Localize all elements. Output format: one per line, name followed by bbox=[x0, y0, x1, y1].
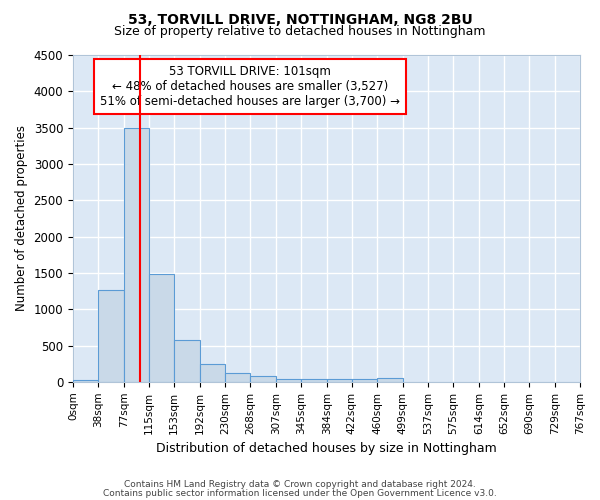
Y-axis label: Number of detached properties: Number of detached properties bbox=[15, 126, 28, 312]
Bar bbox=[301, 380, 327, 382]
Bar bbox=[250, 376, 276, 382]
Bar bbox=[377, 378, 403, 382]
Bar bbox=[73, 380, 98, 382]
Text: Contains public sector information licensed under the Open Government Licence v3: Contains public sector information licen… bbox=[103, 489, 497, 498]
Bar bbox=[276, 379, 301, 382]
Text: 53, TORVILL DRIVE, NOTTINGHAM, NG8 2BU: 53, TORVILL DRIVE, NOTTINGHAM, NG8 2BU bbox=[128, 12, 472, 26]
Bar bbox=[225, 373, 250, 382]
Bar bbox=[124, 128, 149, 382]
Bar bbox=[327, 380, 352, 382]
Bar bbox=[149, 274, 174, 382]
Text: Contains HM Land Registry data © Crown copyright and database right 2024.: Contains HM Land Registry data © Crown c… bbox=[124, 480, 476, 489]
Bar bbox=[174, 340, 200, 382]
Bar bbox=[98, 290, 124, 382]
Bar bbox=[200, 364, 225, 382]
Text: Size of property relative to detached houses in Nottingham: Size of property relative to detached ho… bbox=[114, 25, 486, 38]
Text: 53 TORVILL DRIVE: 101sqm
← 48% of detached houses are smaller (3,527)
51% of sem: 53 TORVILL DRIVE: 101sqm ← 48% of detach… bbox=[100, 65, 400, 108]
Bar bbox=[352, 380, 377, 382]
X-axis label: Distribution of detached houses by size in Nottingham: Distribution of detached houses by size … bbox=[156, 442, 497, 455]
